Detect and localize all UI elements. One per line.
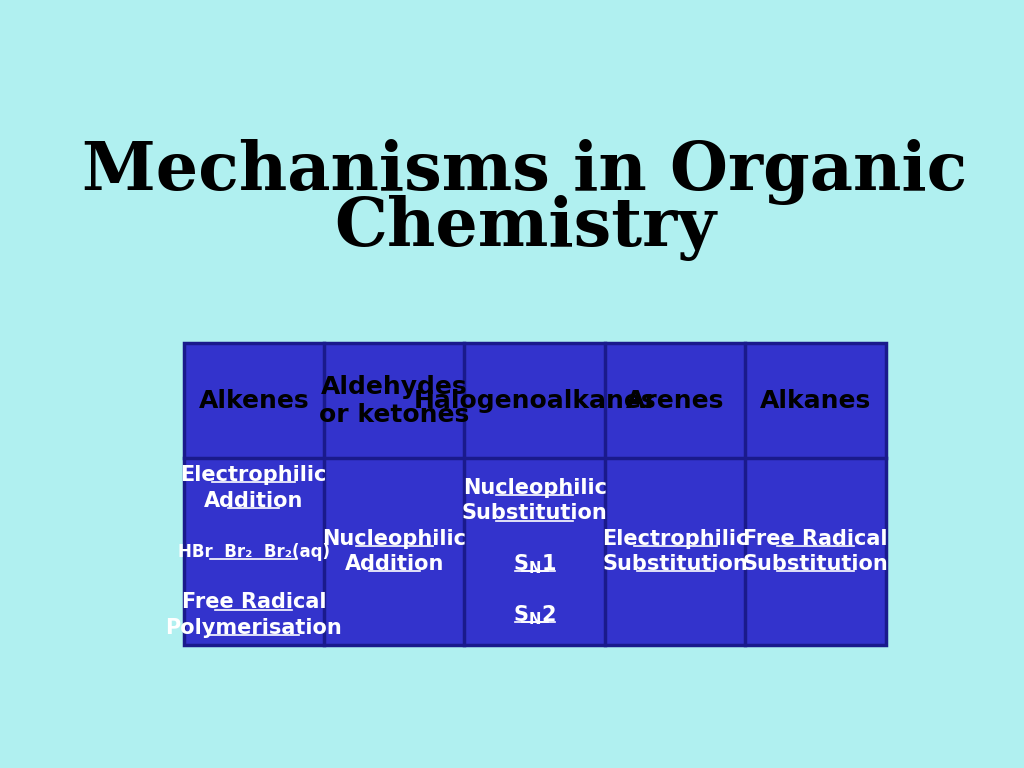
Bar: [471, 553, 598, 576]
Text: Free Radical: Free Radical: [181, 592, 326, 612]
Text: Nucleophilic: Nucleophilic: [463, 478, 606, 498]
Text: Addition: Addition: [344, 554, 444, 574]
Text: Nucleophilic: Nucleophilic: [323, 529, 466, 549]
Text: Sₙ 2: Sₙ 2: [512, 605, 558, 625]
Text: Free Radical: Free Radical: [743, 529, 888, 549]
Text: Alkenes: Alkenes: [199, 389, 309, 412]
Text: Mechanisms in Organic: Mechanisms in Organic: [82, 139, 968, 205]
Text: Chemistry: Chemistry: [334, 195, 716, 261]
Text: $\mathbf{S_N1}$: $\mathbf{S_N1}$: [513, 552, 556, 576]
Text: Arenes: Arenes: [626, 389, 724, 412]
Bar: [183, 343, 886, 645]
Text: Substitution: Substitution: [462, 504, 607, 524]
Text: Alkanes: Alkanes: [760, 389, 871, 412]
Bar: [471, 604, 598, 627]
Text: Halogenoalkanes: Halogenoalkanes: [414, 389, 656, 412]
Text: Electrophilic: Electrophilic: [180, 465, 327, 485]
Text: HBr  Br₂  Br₂(aq): HBr Br₂ Br₂(aq): [178, 542, 330, 561]
Text: Electrophilic: Electrophilic: [602, 529, 749, 549]
Text: Substitution: Substitution: [742, 554, 889, 574]
Text: Substitution: Substitution: [602, 554, 749, 574]
Text: Sₙ 1: Sₙ 1: [512, 554, 558, 574]
Text: Aldehydes
or ketones: Aldehydes or ketones: [319, 375, 469, 427]
Text: Polymerisation: Polymerisation: [166, 618, 342, 638]
Text: Addition: Addition: [204, 491, 303, 511]
Text: $\mathbf{S_N2}$: $\mathbf{S_N2}$: [513, 604, 556, 627]
